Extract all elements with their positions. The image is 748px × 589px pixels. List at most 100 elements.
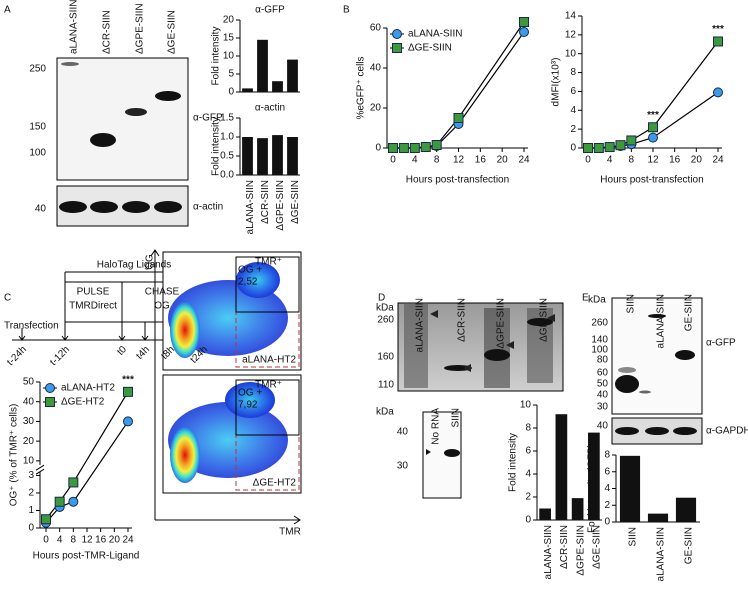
y-tick-label: 40	[23, 396, 35, 407]
marker-label: 30	[597, 402, 609, 413]
x-tick-label: aLANA-SIIN	[543, 525, 554, 579]
point	[54, 496, 65, 507]
gate-value: 2,52	[238, 277, 258, 288]
point	[123, 416, 133, 427]
point	[123, 386, 133, 397]
blot-frame	[56, 57, 189, 181]
marker-label: 40	[597, 421, 609, 432]
schematic-text: CHASE	[145, 287, 180, 298]
y-tick-label: 60	[370, 23, 382, 34]
bar	[555, 414, 568, 520]
y-tick-label: 0	[375, 143, 381, 154]
time-label: t0	[115, 344, 129, 358]
panel-label: D	[378, 293, 385, 304]
axis-break	[35, 464, 45, 475]
lane-label: ΔGPE-SIIN	[496, 298, 507, 349]
schematic-text: OG	[154, 301, 170, 312]
x-tick-label: 20	[109, 535, 121, 546]
point	[615, 140, 626, 151]
y-tick-label: 8	[525, 423, 531, 434]
x-tick-label: aLANA-SIIN	[656, 527, 667, 581]
y-tick-label: 2	[570, 124, 576, 135]
antibody-label: α-GFP	[706, 338, 736, 349]
x-tick-label: SIIN	[628, 527, 639, 546]
y-tick-label: 30	[23, 416, 35, 427]
x-tick-label: 8	[629, 155, 635, 166]
x-tick-label: 8	[71, 535, 77, 546]
schematic-text: PULSE	[77, 287, 110, 298]
lane-label: SIIN	[626, 294, 637, 313]
kda-label: kDa	[376, 303, 394, 314]
y-axis-label: %eGFP⁺ cells	[356, 56, 367, 119]
annotation: ***	[647, 110, 659, 121]
x-tick-label: 12	[647, 155, 659, 166]
lane-label: GE-SIIN	[684, 294, 695, 331]
bar	[257, 39, 268, 92]
marker-label: 40	[597, 390, 609, 401]
blot-band	[90, 133, 116, 147]
bar	[539, 508, 551, 520]
y-tick-label: 2	[604, 500, 610, 511]
y-axis-label: OG⁺ (% of TMR⁺ cells)	[9, 404, 20, 507]
y-tick-label: 10	[565, 48, 577, 59]
y-tick-label: 0	[28, 523, 34, 534]
schematic-text: HaloTag Ligands	[97, 260, 172, 271]
x-axis-label: Hours post-TMR-Ligand	[33, 551, 140, 562]
lane-label: SIIN	[451, 408, 462, 427]
schematic-text: Transfection	[4, 321, 59, 332]
bar	[242, 88, 253, 92]
y-tick-label: 6	[525, 446, 531, 457]
chart-title: α-GFP	[255, 5, 285, 16]
x-tick-label: 20	[691, 155, 703, 166]
x-tick-label: 0	[390, 155, 396, 166]
bar	[647, 513, 669, 522]
x-tick-label: 12	[453, 155, 465, 166]
y-tick-label: 12	[565, 29, 577, 40]
legend-label: aLANA-HT2	[61, 383, 115, 394]
lane-label: ΔGE-SIIN	[539, 298, 550, 342]
x-tick-label: 24	[712, 155, 724, 166]
marker-label: 160	[377, 352, 394, 363]
y-axis-label: Fold intensity	[508, 433, 519, 492]
x-tick-label: 0	[43, 535, 49, 546]
blot-band	[125, 108, 147, 116]
y-tick-label: 4	[525, 469, 531, 480]
marker-label: 80	[597, 355, 609, 366]
point	[388, 143, 398, 153]
y-tick-label: 10	[23, 455, 35, 466]
legend-label: ΔGE-HT2	[61, 397, 105, 408]
y-tick-label: 10	[520, 400, 532, 411]
x-tick-label: 24	[122, 535, 134, 546]
blot-band	[61, 62, 79, 66]
x-tick-label: 20	[497, 155, 509, 166]
bar	[272, 135, 283, 175]
lane-label: ΔGPE-SIIN	[135, 3, 146, 54]
y-axis-label: dMFI(x10³)	[551, 58, 562, 107]
marker-label: 110	[378, 380, 394, 391]
flow-plot	[150, 249, 302, 525]
y-tick-label: 50	[23, 377, 35, 388]
antibody-label: α-actin	[193, 202, 223, 213]
point	[519, 27, 529, 37]
y-axis-label: Fold intensity	[211, 27, 222, 86]
bar	[571, 498, 584, 520]
point	[583, 143, 593, 153]
marker-label: 30	[397, 461, 409, 472]
kda-label: kDa	[588, 295, 606, 306]
y-tick-label: 0	[570, 143, 576, 154]
y-tick-label: 8	[570, 67, 576, 78]
x-tick-label: ΔGE-SIIN	[290, 180, 301, 224]
kda-label: kDa	[376, 407, 394, 418]
marker-label: 250	[29, 64, 46, 75]
panel-label: A	[4, 5, 11, 16]
y-tick-label: 3	[28, 470, 34, 481]
blot-arrow	[426, 449, 431, 455]
x-tick-label: 12	[81, 535, 93, 546]
lane-label: No RNA	[431, 408, 442, 445]
bar	[272, 81, 283, 92]
y-tick-label: 0.0	[220, 170, 234, 181]
marker-label: 40	[35, 204, 47, 215]
lane-label: ΔCR-SIIN	[457, 298, 468, 342]
y-tick-label: 4	[570, 105, 576, 116]
